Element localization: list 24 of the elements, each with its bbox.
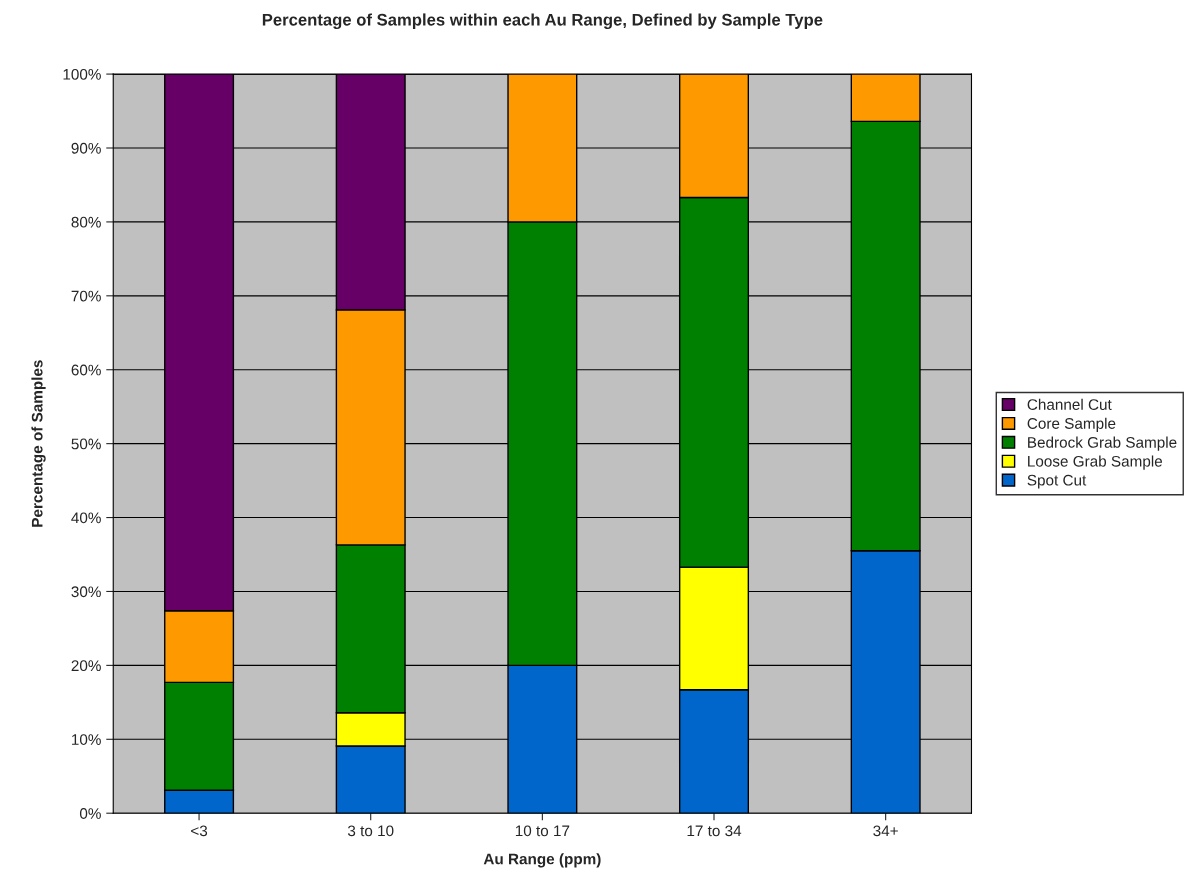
y-tick-label: 40%: [71, 512, 101, 524]
y-tick-label: 90%: [71, 142, 101, 154]
y-axis-title: Percentage of Samples: [31, 360, 46, 527]
y-tick-label: 60%: [71, 364, 101, 376]
y-tick-label: 100%: [63, 68, 101, 80]
x-tick-label: 17 to 34: [687, 825, 742, 837]
y-tick-label: 0%: [79, 808, 101, 819]
x-tick-label: <3: [191, 825, 208, 837]
x-tick-label: 34+: [873, 825, 898, 837]
legend-label: Bedrock Grab Sample: [1028, 436, 1177, 451]
y-tick-label: 20%: [71, 660, 101, 672]
y-tick-label: 30%: [71, 586, 101, 598]
y-tick-label: 50%: [71, 438, 101, 450]
x-tick-label: 3 to 10: [347, 825, 394, 837]
legend-label: Channel Cut: [1027, 398, 1112, 410]
legend-label: Spot Cut: [1027, 474, 1087, 489]
y-tick-label: 70%: [71, 290, 101, 302]
legend-label: Core Sample: [1027, 417, 1116, 432]
x-tick-label: 10 to 17: [515, 825, 570, 837]
x-axis-title: Au Range (ppm): [483, 853, 601, 868]
y-tick-label: 80%: [71, 216, 101, 228]
y-tick-label: 10%: [72, 734, 101, 745]
legend-label: Loose Grab Sample: [1028, 455, 1163, 470]
chart-title: Percentage of Samples within each Au Range, Defined by Sample Type: [262, 13, 823, 30]
